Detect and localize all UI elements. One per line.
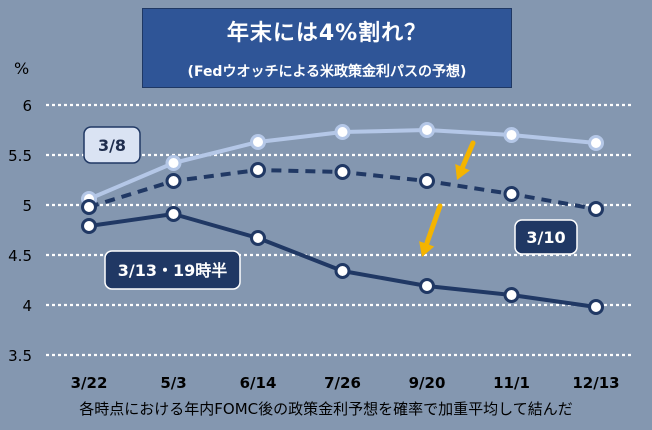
series-label-text: 3/13・19時半 (118, 261, 228, 280)
down-arrow (419, 203, 443, 257)
title-box: 年末には4%割れ？ (Fedウオッチによる米政策金利パスの予想) (142, 8, 512, 88)
down-arrow (455, 140, 476, 180)
data-point (334, 124, 351, 140)
x-tick-label: 6/14 (240, 374, 277, 392)
data-point (419, 278, 435, 294)
footnote: 各時点における年内FOMC後の政策金利予想を確率で加重平均して結んだ (79, 400, 573, 418)
y-tick-label: 3.5 (8, 347, 32, 365)
x-tick-label: 7/26 (324, 374, 361, 392)
series-lines (81, 122, 604, 315)
data-point (81, 218, 97, 234)
data-point (81, 199, 97, 215)
data-point (419, 122, 435, 138)
x-tick-label: 5/3 (160, 374, 186, 392)
chart-subtitle: (Fedウオッチによる米政策金利パスの予想) (187, 64, 467, 80)
y-tick-label: 5.5 (8, 147, 32, 165)
y-tick-labels: 6 5.5 5 4.5 4 3.5 (8, 97, 32, 365)
series-2 (81, 162, 604, 217)
x-tick-label: 12/13 (572, 374, 619, 392)
data-point (503, 287, 520, 303)
y-tick-label: 4 (22, 297, 32, 315)
series-label: 3/10 (514, 219, 578, 255)
series-3 (81, 206, 604, 315)
x-tick-label: 3/22 (71, 374, 108, 392)
data-point (165, 173, 182, 189)
series-label-text: 3/8 (98, 136, 126, 155)
annotation-arrows (419, 140, 476, 257)
chart-title: 年末には4%割れ？ (226, 21, 428, 46)
y-axis-label: % (14, 59, 29, 78)
x-tick-labels: 3/22 5/3 6/14 7/26 9/20 11/1 12/13 (71, 374, 620, 392)
y-tick-label: 5 (22, 197, 32, 215)
series-label: 3/8 (83, 126, 141, 164)
data-point (419, 173, 435, 189)
data-point (334, 263, 351, 279)
y-tick-label: 4.5 (8, 247, 32, 265)
data-point (588, 299, 604, 315)
data-point (334, 164, 351, 180)
x-tick-label: 11/1 (493, 374, 530, 392)
x-tick-label: 9/20 (409, 374, 446, 392)
data-point (503, 127, 520, 143)
series-label: 3/13・19時半 (104, 250, 241, 290)
data-point (588, 135, 604, 151)
data-point (165, 206, 182, 222)
series-label-text: 3/10 (526, 228, 565, 247)
series-labels: 3/8 3/10 3/13・19時半 (83, 126, 578, 290)
data-point (250, 230, 266, 246)
data-point (588, 201, 604, 217)
data-point (250, 134, 266, 150)
data-point (503, 186, 520, 202)
y-tick-label: 6 (22, 97, 32, 115)
data-point (165, 155, 182, 171)
data-point (250, 162, 266, 178)
